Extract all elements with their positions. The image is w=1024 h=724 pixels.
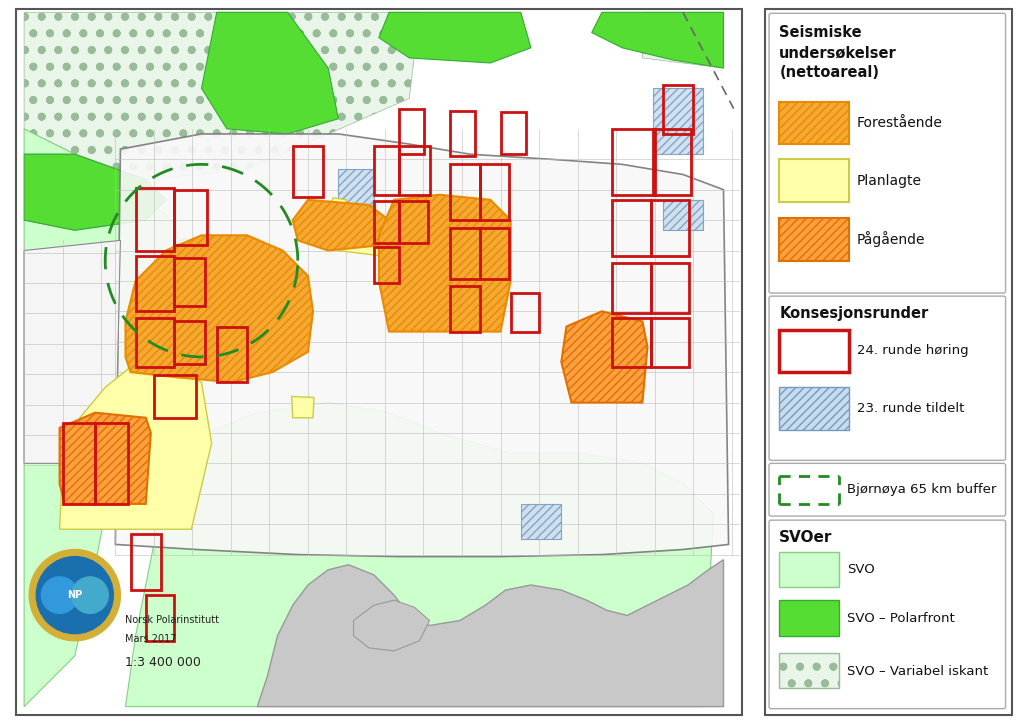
Polygon shape [292, 397, 314, 418]
Text: 24. runde høring: 24. runde høring [857, 345, 969, 358]
Text: Norsk Polarinstitutt: Norsk Polarinstitutt [126, 615, 219, 626]
Polygon shape [25, 129, 191, 707]
Text: Forestående: Forestående [857, 116, 943, 130]
FancyBboxPatch shape [769, 13, 1006, 293]
Polygon shape [353, 600, 429, 651]
Polygon shape [329, 220, 384, 256]
FancyBboxPatch shape [779, 101, 849, 144]
Polygon shape [334, 215, 348, 245]
FancyBboxPatch shape [779, 387, 849, 430]
Circle shape [36, 557, 114, 634]
Text: Bjørnøya 65 km buffer: Bjørnøya 65 km buffer [847, 483, 996, 496]
Polygon shape [25, 240, 121, 463]
Polygon shape [164, 238, 217, 291]
Polygon shape [202, 12, 338, 134]
Polygon shape [257, 560, 724, 707]
Polygon shape [59, 413, 151, 504]
Text: SVO – Variabel iskant: SVO – Variabel iskant [847, 665, 988, 678]
Polygon shape [642, 12, 724, 68]
Polygon shape [25, 12, 420, 180]
FancyBboxPatch shape [769, 520, 1006, 709]
Text: 1:3 400 000: 1:3 400 000 [126, 656, 202, 669]
Circle shape [30, 550, 121, 641]
Text: 23. runde tildelt: 23. runde tildelt [857, 402, 965, 415]
Text: Konsesjonsrunder: Konsesjonsrunder [779, 306, 929, 321]
Text: SVO: SVO [847, 563, 874, 576]
FancyBboxPatch shape [769, 463, 1006, 516]
Polygon shape [379, 195, 511, 332]
Polygon shape [592, 12, 724, 68]
Circle shape [41, 577, 78, 613]
Text: SVOer: SVOer [779, 530, 833, 545]
Polygon shape [521, 504, 561, 539]
Polygon shape [25, 154, 166, 230]
Polygon shape [293, 200, 389, 251]
FancyBboxPatch shape [779, 653, 839, 689]
FancyBboxPatch shape [779, 600, 839, 636]
FancyBboxPatch shape [779, 159, 849, 202]
Circle shape [72, 577, 109, 613]
Polygon shape [338, 169, 374, 205]
Polygon shape [652, 88, 703, 154]
FancyBboxPatch shape [16, 9, 741, 715]
Polygon shape [116, 134, 728, 557]
Polygon shape [126, 235, 313, 382]
FancyBboxPatch shape [779, 552, 839, 587]
Text: Planlagte: Planlagte [857, 174, 922, 188]
Polygon shape [329, 198, 346, 213]
Text: NP: NP [68, 590, 82, 600]
Text: SVO – Polarfront: SVO – Polarfront [847, 612, 954, 625]
FancyBboxPatch shape [779, 218, 849, 261]
FancyBboxPatch shape [765, 9, 1012, 715]
Polygon shape [379, 12, 530, 63]
Polygon shape [663, 200, 703, 230]
Text: Seismiske
undersøkelser
(nettoareal): Seismiske undersøkelser (nettoareal) [779, 25, 897, 80]
FancyBboxPatch shape [769, 296, 1006, 460]
Polygon shape [59, 367, 212, 529]
Text: Pågående: Pågående [857, 232, 926, 248]
Polygon shape [561, 311, 647, 403]
Text: Mars 2017: Mars 2017 [126, 634, 177, 644]
Polygon shape [126, 403, 714, 707]
